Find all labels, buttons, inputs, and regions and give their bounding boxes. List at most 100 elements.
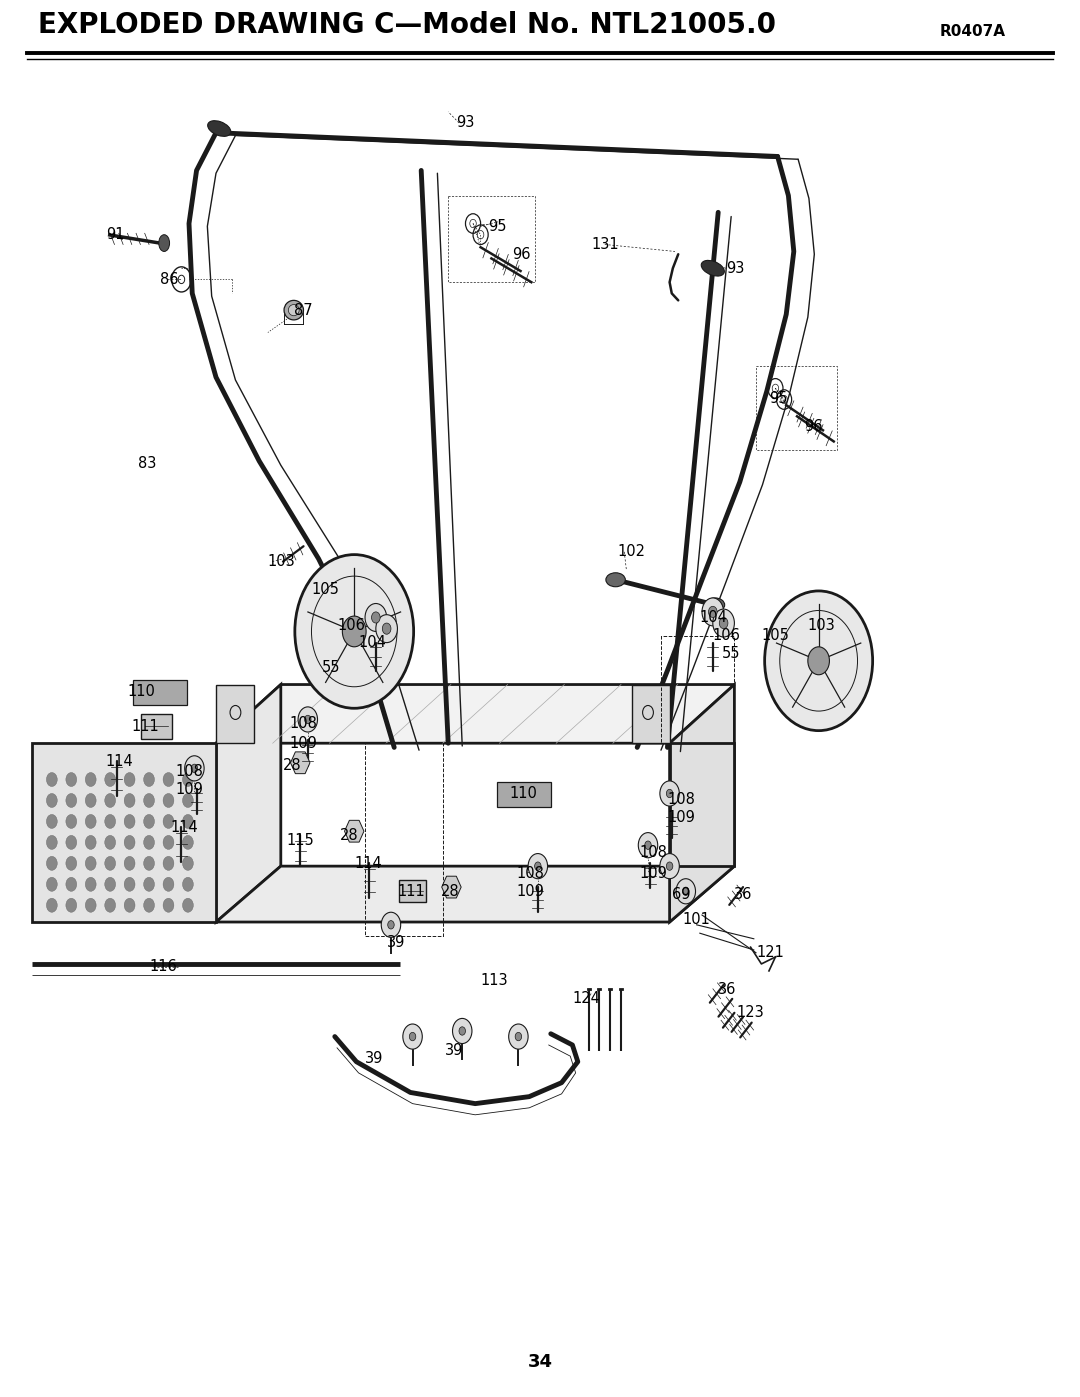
Text: 123: 123 xyxy=(737,1006,765,1020)
Circle shape xyxy=(183,773,193,787)
Circle shape xyxy=(163,898,174,912)
Text: 109: 109 xyxy=(175,782,203,796)
Text: 109: 109 xyxy=(516,884,544,898)
Circle shape xyxy=(365,604,387,631)
Circle shape xyxy=(85,856,96,870)
Circle shape xyxy=(183,856,193,870)
Circle shape xyxy=(381,912,401,937)
Circle shape xyxy=(66,898,77,912)
Text: 108: 108 xyxy=(175,764,203,778)
Polygon shape xyxy=(32,743,216,922)
Circle shape xyxy=(124,793,135,807)
Circle shape xyxy=(46,814,57,828)
Ellipse shape xyxy=(288,305,299,316)
Text: 114: 114 xyxy=(354,856,382,870)
Circle shape xyxy=(183,898,193,912)
Circle shape xyxy=(509,1024,528,1049)
Circle shape xyxy=(66,793,77,807)
Circle shape xyxy=(382,623,391,634)
Circle shape xyxy=(298,707,318,732)
Circle shape xyxy=(163,877,174,891)
Text: 96: 96 xyxy=(512,247,530,261)
Circle shape xyxy=(409,1032,416,1041)
Text: EXPLODED DRAWING C—Model No. NTL21005.0: EXPLODED DRAWING C—Model No. NTL21005.0 xyxy=(38,11,775,39)
Circle shape xyxy=(144,856,154,870)
Polygon shape xyxy=(345,820,364,842)
Text: 115: 115 xyxy=(286,834,314,848)
Text: 39: 39 xyxy=(445,1044,463,1058)
Text: 114: 114 xyxy=(171,820,199,834)
Text: 106: 106 xyxy=(713,629,741,643)
Circle shape xyxy=(295,555,414,708)
Circle shape xyxy=(144,773,154,787)
Text: 39: 39 xyxy=(387,936,405,950)
Circle shape xyxy=(46,773,57,787)
Text: 93: 93 xyxy=(726,261,744,275)
Circle shape xyxy=(515,1032,522,1041)
Circle shape xyxy=(105,877,116,891)
Ellipse shape xyxy=(606,573,625,587)
Circle shape xyxy=(183,793,193,807)
Circle shape xyxy=(191,764,198,773)
Circle shape xyxy=(46,793,57,807)
FancyBboxPatch shape xyxy=(141,714,172,739)
Circle shape xyxy=(124,898,135,912)
Circle shape xyxy=(66,835,77,849)
Circle shape xyxy=(183,877,193,891)
Circle shape xyxy=(85,898,96,912)
Text: 36: 36 xyxy=(718,982,737,996)
Ellipse shape xyxy=(159,235,170,251)
Circle shape xyxy=(105,814,116,828)
Circle shape xyxy=(46,877,57,891)
Text: 111: 111 xyxy=(132,719,160,733)
Circle shape xyxy=(808,647,829,675)
Circle shape xyxy=(660,781,679,806)
Circle shape xyxy=(124,835,135,849)
Text: 28: 28 xyxy=(441,884,459,898)
Circle shape xyxy=(702,598,724,626)
Circle shape xyxy=(535,862,541,870)
Circle shape xyxy=(85,773,96,787)
Polygon shape xyxy=(670,743,734,866)
Circle shape xyxy=(342,616,366,647)
Circle shape xyxy=(676,879,696,904)
Circle shape xyxy=(459,1027,465,1035)
Circle shape xyxy=(683,887,689,895)
Circle shape xyxy=(85,814,96,828)
Text: 39: 39 xyxy=(365,1052,383,1066)
Ellipse shape xyxy=(705,598,725,612)
Circle shape xyxy=(163,856,174,870)
Polygon shape xyxy=(216,685,254,743)
Text: 124: 124 xyxy=(572,992,600,1006)
Circle shape xyxy=(163,835,174,849)
Text: 93: 93 xyxy=(456,116,474,130)
Text: 105: 105 xyxy=(761,629,789,643)
Circle shape xyxy=(388,921,394,929)
Circle shape xyxy=(403,1024,422,1049)
Text: 36: 36 xyxy=(734,887,753,901)
Circle shape xyxy=(528,854,548,879)
Circle shape xyxy=(66,773,77,787)
Text: 109: 109 xyxy=(289,736,318,750)
Circle shape xyxy=(66,814,77,828)
Circle shape xyxy=(144,793,154,807)
Text: 95: 95 xyxy=(488,219,507,233)
Polygon shape xyxy=(216,685,734,743)
Circle shape xyxy=(85,877,96,891)
Circle shape xyxy=(376,615,397,643)
Polygon shape xyxy=(670,685,734,922)
Circle shape xyxy=(124,856,135,870)
Circle shape xyxy=(163,773,174,787)
Text: 101: 101 xyxy=(683,912,711,926)
Circle shape xyxy=(124,814,135,828)
Circle shape xyxy=(85,835,96,849)
Text: 108: 108 xyxy=(667,792,696,806)
Circle shape xyxy=(105,856,116,870)
Text: 114: 114 xyxy=(106,754,134,768)
Text: 110: 110 xyxy=(127,685,156,698)
Circle shape xyxy=(645,841,651,849)
Circle shape xyxy=(144,814,154,828)
Text: 109: 109 xyxy=(667,810,696,824)
Circle shape xyxy=(372,612,380,623)
Text: 69: 69 xyxy=(672,887,690,901)
